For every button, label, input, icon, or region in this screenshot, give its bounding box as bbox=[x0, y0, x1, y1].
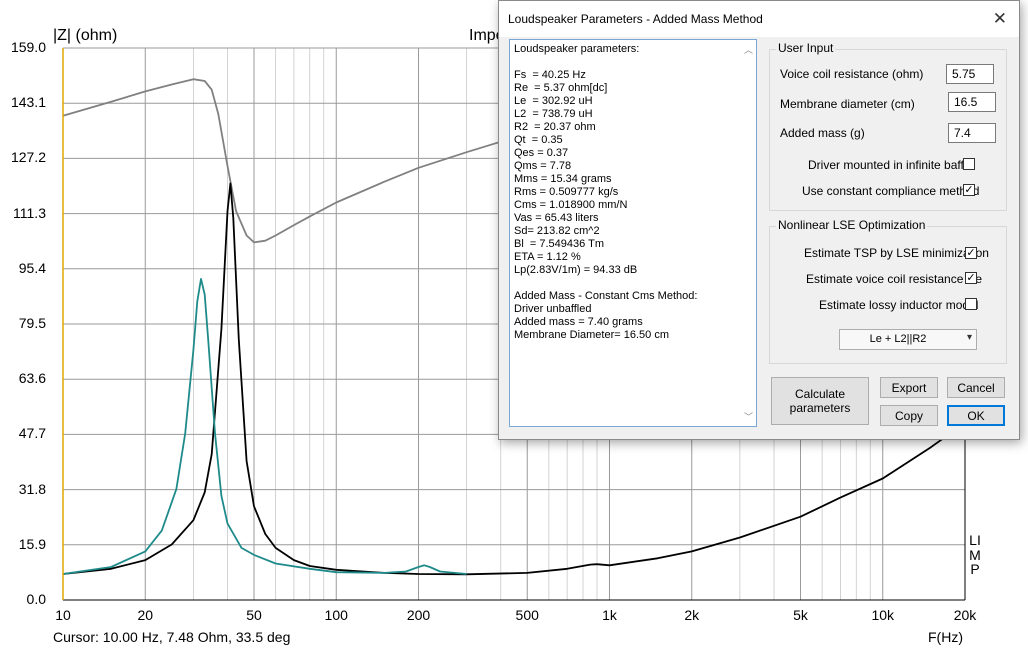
x-tick-label: 10 bbox=[55, 607, 71, 623]
scroll-up-icon[interactable]: ︿ bbox=[744, 45, 754, 55]
ok-button[interactable]: OK bbox=[947, 405, 1005, 426]
x-tick-label: 200 bbox=[406, 607, 431, 623]
lse-lossy-checkbox[interactable] bbox=[965, 298, 977, 310]
y-tick-label: 15.9 bbox=[18, 535, 46, 552]
limp-label: LIMP bbox=[969, 532, 981, 577]
user-input-legend: User Input bbox=[776, 41, 836, 55]
plot-series bbox=[62, 78, 966, 576]
y-tick-label: 95.4 bbox=[18, 259, 46, 276]
x-tick-label: 50 bbox=[246, 607, 262, 623]
y-tick-label: 47.7 bbox=[18, 425, 46, 442]
lse-tsp-label: Estimate TSP by LSE minimization bbox=[804, 246, 989, 260]
added-mass-label: Added mass (g) bbox=[780, 126, 865, 140]
inductor-model-value: Le + L2||R2 bbox=[869, 333, 927, 345]
infinite-baffle-checkbox[interactable] bbox=[963, 158, 975, 170]
x-tick-label: 500 bbox=[515, 607, 539, 623]
x-tick-label: 100 bbox=[324, 607, 348, 623]
membrane-field[interactable]: 16.5 bbox=[948, 92, 996, 112]
series-line-2 bbox=[62, 277, 467, 575]
parameters-text: Loudspeaker parameters: Fs = 40.25 Hz Re… bbox=[514, 43, 698, 341]
lse-group: Nonlinear LSE Optimization bbox=[769, 218, 1007, 364]
x-tick-label: 1k bbox=[602, 607, 617, 623]
user-input-group: User Input bbox=[769, 41, 1007, 211]
plot-title: Impe bbox=[469, 27, 505, 44]
y-tick-label: 79.5 bbox=[18, 315, 46, 331]
series-line-0 bbox=[62, 78, 533, 244]
parameters-output[interactable]: Loudspeaker parameters: Fs = 40.25 Hz Re… bbox=[509, 39, 757, 427]
cancel-button[interactable]: Cancel bbox=[947, 377, 1005, 398]
y-tick-label: 0.0 bbox=[26, 591, 46, 607]
voice-coil-label: Voice coil resistance (ohm) bbox=[780, 67, 924, 81]
constant-compliance-checkbox[interactable]: ✓ bbox=[963, 184, 975, 196]
y-axis-label: |Z| (ohm) bbox=[53, 27, 118, 44]
x-tick-label: 5k bbox=[793, 607, 808, 623]
lse-legend: Nonlinear LSE Optimization bbox=[776, 218, 928, 232]
constant-compliance-label: Use constant compliance method bbox=[802, 184, 980, 198]
lse-lossy-label: Estimate lossy inductor model bbox=[819, 298, 979, 312]
inductor-model-select[interactable]: Le + L2||R2 ▾ bbox=[839, 329, 977, 350]
lse-tsp-checkbox[interactable]: ✓ bbox=[965, 247, 977, 259]
x-tick-label: 10k bbox=[871, 607, 895, 623]
x-tick-label: 2k bbox=[684, 607, 700, 623]
lse-re-label: Estimate voice coil resistance Re bbox=[806, 272, 983, 286]
x-axis-label: F(Hz) bbox=[928, 629, 963, 645]
copy-button[interactable]: Copy bbox=[880, 405, 938, 426]
close-icon[interactable]: ✕ bbox=[992, 9, 1007, 28]
dialog-title: Loudspeaker Parameters - Added Mass Meth… bbox=[508, 12, 763, 26]
voice-coil-field[interactable]: 5.75 bbox=[946, 64, 994, 84]
memo-scrollbar[interactable]: ︿ ﹀ bbox=[741, 40, 756, 426]
added-mass-field[interactable]: 7.4 bbox=[948, 123, 996, 143]
y-tick-label: 143.1 bbox=[10, 94, 46, 111]
export-button[interactable]: Export bbox=[880, 377, 938, 398]
infinite-baffle-label: Driver mounted in infinite baffle bbox=[808, 158, 974, 172]
x-tick-label: 20 bbox=[137, 607, 154, 623]
y-tick-label: 159.0 bbox=[10, 39, 46, 55]
y-tick-label: 127.2 bbox=[10, 149, 46, 166]
calculate-button[interactable]: Calculate parameters bbox=[771, 377, 869, 425]
cursor-readout: Cursor: 10.00 Hz, 7.48 Ohm, 33.5 deg bbox=[53, 629, 291, 645]
dialog-titlebar[interactable]: Loudspeaker Parameters - Added Mass Meth… bbox=[499, 1, 1019, 37]
added-mass-dialog: Loudspeaker Parameters - Added Mass Meth… bbox=[498, 0, 1020, 440]
membrane-label: Membrane diameter (cm) bbox=[780, 97, 915, 111]
y-tick-label: 111.3 bbox=[13, 204, 46, 221]
lse-re-checkbox[interactable]: ✓ bbox=[965, 272, 977, 284]
chevron-down-icon: ▾ bbox=[966, 332, 972, 343]
scroll-down-icon[interactable]: ﹀ bbox=[744, 412, 754, 422]
x-tick-label: 20k bbox=[953, 607, 977, 623]
series-line-1 bbox=[62, 182, 966, 576]
y-tick-label: 63.6 bbox=[18, 370, 46, 387]
y-tick-label: 31.8 bbox=[18, 480, 46, 497]
